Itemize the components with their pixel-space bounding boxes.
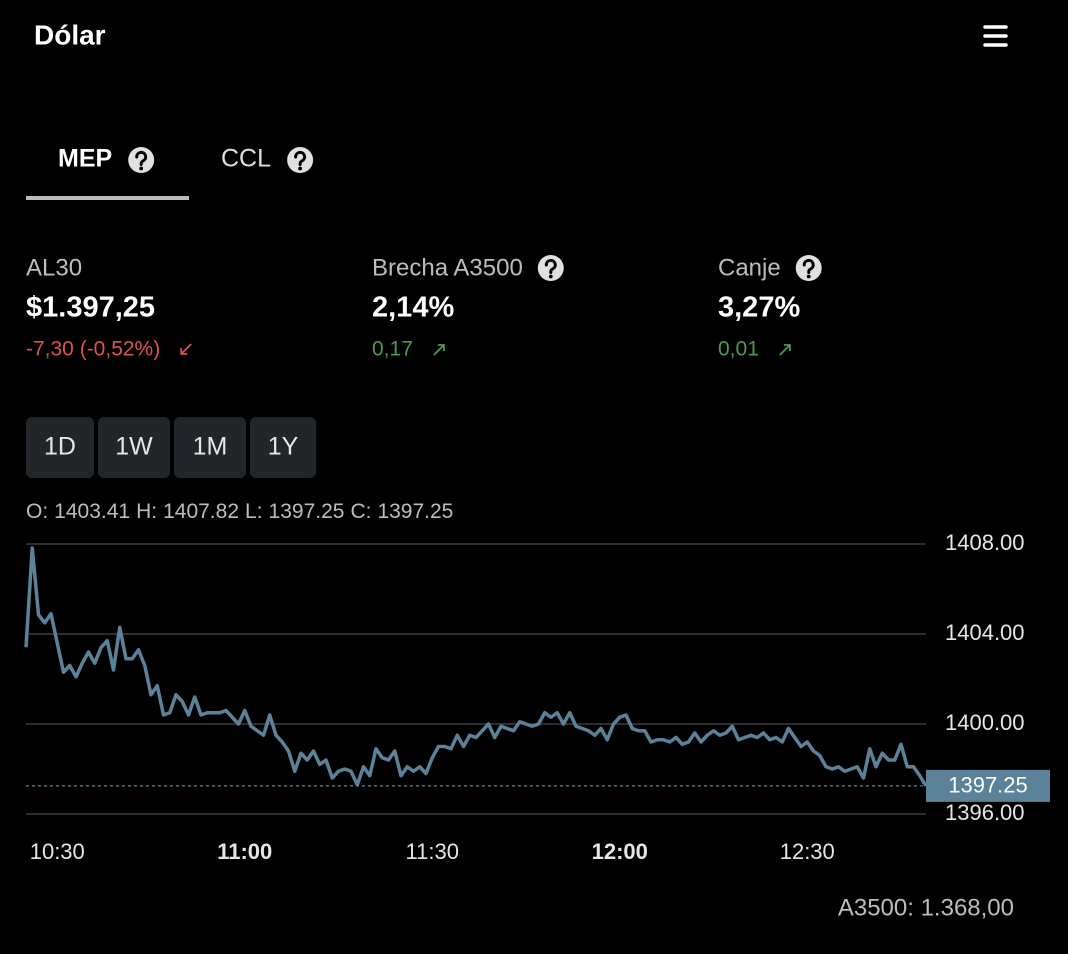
help-circle xyxy=(128,147,155,173)
y-tick-label: 1404.00 xyxy=(945,620,1025,645)
stat-value: 3,27% xyxy=(718,292,800,324)
range-button-bg xyxy=(26,417,94,478)
range-button[interactable]: 1W xyxy=(98,417,170,478)
tab-underline xyxy=(26,196,189,200)
range-button-label: 1D xyxy=(44,433,76,461)
range-button[interactable]: 1Y xyxy=(250,417,316,478)
help-circle xyxy=(287,147,314,173)
range-button-label: 1M xyxy=(193,433,228,461)
help-dot xyxy=(298,166,303,171)
stat-value: 2,14% xyxy=(372,292,454,324)
range-button-label: 1W xyxy=(115,433,153,461)
page-title: Dólar xyxy=(34,19,106,50)
last-price-box xyxy=(926,769,1050,802)
stat-label: AL30 xyxy=(26,254,82,281)
help-icon[interactable] xyxy=(537,255,564,281)
help-circle xyxy=(795,255,822,281)
stat-change: 0,17 xyxy=(372,338,413,361)
range-button-bg xyxy=(98,417,170,478)
ohlc-label: H: xyxy=(136,500,157,523)
range-button[interactable]: 1M xyxy=(174,417,246,478)
last-price-label: 1397.25 xyxy=(948,773,1028,798)
x-tick-label: 12:00 xyxy=(592,839,648,864)
help-glyph xyxy=(294,150,307,166)
ohlc-value: 1397.25 xyxy=(377,500,453,523)
stat-value: $1.397,25 xyxy=(26,292,155,324)
ohlc-summary: O: 1403.41 H: 1407.82 L: 1397.25 C: 1397.25 xyxy=(26,500,453,523)
menu-button[interactable] xyxy=(983,25,1008,47)
trend-arrow xyxy=(433,344,445,356)
price-line xyxy=(24,546,928,787)
help-glyph xyxy=(544,258,557,274)
y-tick-label: 1396.00 xyxy=(945,800,1025,825)
trend-arrow xyxy=(779,344,791,356)
y-tick-label: 1408.00 xyxy=(945,530,1025,555)
stat-change: -7,30 (-0,52%) xyxy=(26,338,160,361)
ohlc-value: 1397.25 xyxy=(269,500,345,523)
help-dot xyxy=(806,274,811,279)
help-icon[interactable] xyxy=(795,255,822,281)
tab-label[interactable]: CCL xyxy=(221,145,271,173)
help-dot xyxy=(548,274,553,279)
help-icon[interactable] xyxy=(287,147,314,173)
x-tick-label: 11:00 xyxy=(217,839,272,864)
range-button-bg xyxy=(174,417,246,478)
footer-rate: A3500: 1.368,00 xyxy=(838,894,1014,921)
help-icon[interactable] xyxy=(128,147,155,173)
range-button[interactable]: 1D xyxy=(26,417,94,478)
stat-label: Canje xyxy=(718,254,781,281)
x-tick-label: 10:30 xyxy=(30,839,85,864)
stat-label: Brecha A3500 xyxy=(372,254,523,281)
range-button-label: 1Y xyxy=(268,433,299,461)
ohlc-label: C: xyxy=(350,500,371,523)
ohlc-value: 1407.82 xyxy=(163,500,239,523)
range-button-bg xyxy=(250,417,316,478)
x-tick-label: 11:30 xyxy=(406,839,459,864)
help-glyph xyxy=(802,258,815,274)
tab-label[interactable]: MEP xyxy=(58,145,112,173)
help-dot xyxy=(139,166,144,171)
stat-change: 0,01 xyxy=(718,338,759,361)
ohlc-label: O: xyxy=(26,500,48,523)
ohlc-label: L: xyxy=(245,500,263,523)
trend-arrow xyxy=(180,343,192,355)
y-tick-label: 1400.00 xyxy=(945,710,1025,735)
ohlc-value: 1403.41 xyxy=(54,500,130,523)
help-glyph xyxy=(135,150,148,166)
x-tick-label: 12:30 xyxy=(780,839,835,864)
help-circle xyxy=(537,255,564,281)
